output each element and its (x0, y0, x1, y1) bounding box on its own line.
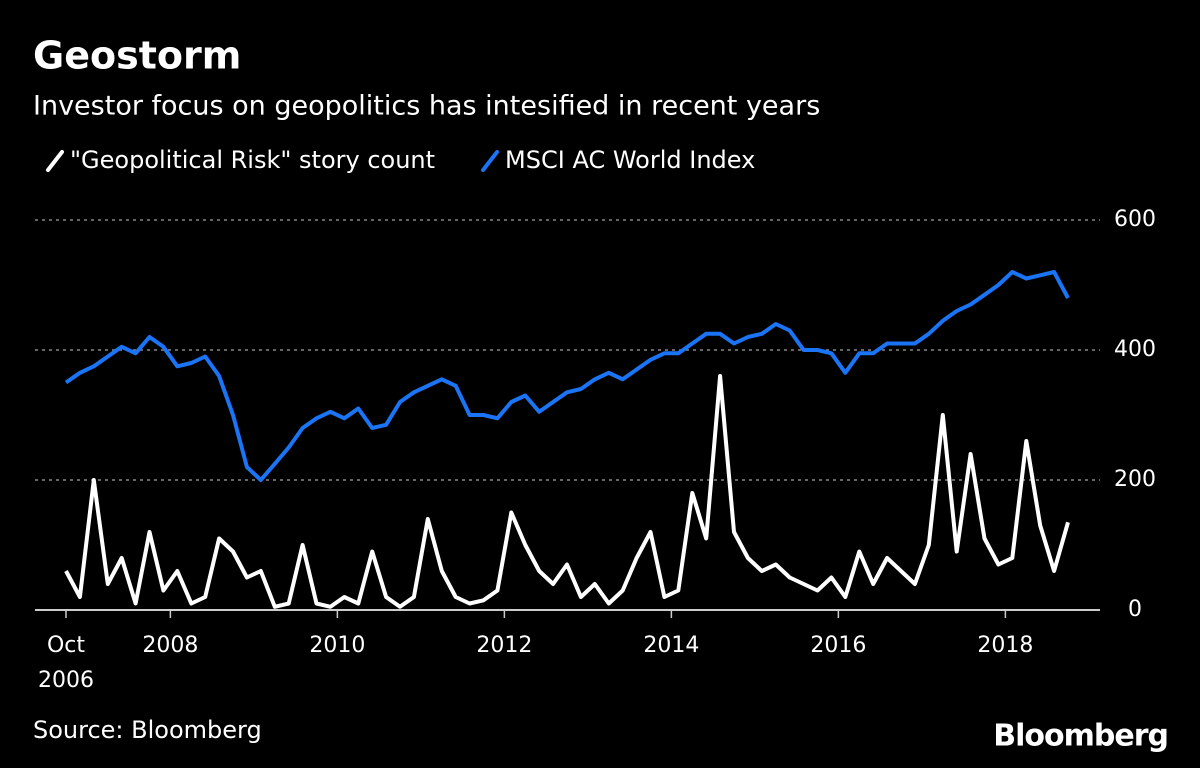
x-tick-label: 2010 (309, 633, 365, 658)
chart-subtitle: Investor focus on geopolitics has intesi… (33, 91, 820, 122)
legend-swatch (481, 150, 500, 172)
x-tick-label: Oct 2006 (38, 633, 94, 693)
legend-label: MSCI AC World Index (505, 146, 755, 174)
legend-label: "Geopolitical Risk" story count (70, 146, 435, 174)
x-tick-label: 2014 (643, 633, 699, 658)
series-line (64, 270, 1070, 482)
brand-logo: Bloomberg (993, 719, 1168, 754)
x-tick-label: 2008 (142, 633, 198, 658)
legend-swatch (46, 150, 64, 172)
x-tick-label: 2016 (810, 633, 866, 658)
y-tick-label: 0 (1128, 597, 1142, 622)
legend: "Geopolitical Risk" story count MSCI AC W… (46, 146, 755, 174)
chart-title: Geostorm (33, 34, 241, 78)
x-tick-label: 2012 (476, 633, 532, 658)
series-line (64, 374, 1070, 609)
source: Source: Bloomberg (33, 716, 262, 744)
y-tick-label: 600 (1114, 207, 1156, 232)
x-tick-label: 2018 (977, 633, 1033, 658)
y-tick-label: 200 (1114, 467, 1156, 492)
y-tick-label: 400 (1114, 337, 1156, 362)
